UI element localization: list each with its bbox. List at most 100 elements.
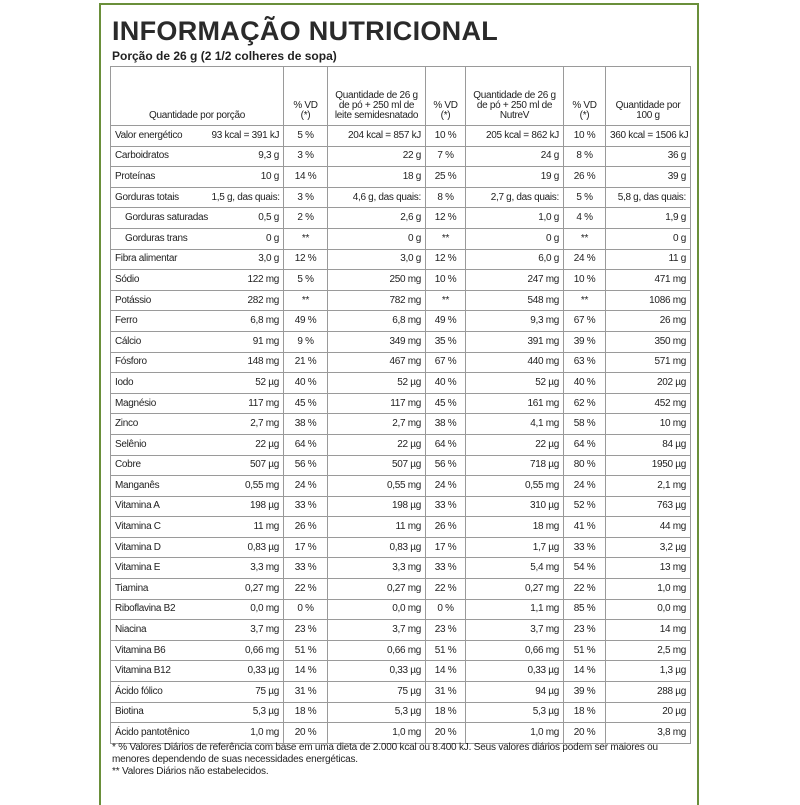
table-row: Vitamina C 11 mg 26 % 11 mg 26 % 18 mg 41 % 44 … xyxy=(110,516,691,538)
daily-value: 12 % xyxy=(425,207,466,229)
nutrient-name: Valor energético xyxy=(110,125,208,147)
table-row: Ferro 6,8 mg 49 % 6,8 mg 49 % 9,3 mg 67 % 26 mg xyxy=(110,310,691,332)
daily-value: 20 % xyxy=(563,722,606,744)
header-cell: % VD (*) xyxy=(563,66,606,126)
daily-value: 25 % xyxy=(425,166,466,188)
amount: 24 g xyxy=(465,145,564,168)
amount: 10 g xyxy=(207,166,284,188)
header-cell: % VD (*) xyxy=(283,66,328,126)
daily-value: 4 % xyxy=(563,207,606,229)
nutrient-name: Tiamina xyxy=(110,578,208,600)
amount: 1950 µg xyxy=(605,454,691,477)
nutrient-name: Biotina xyxy=(110,701,208,724)
amount: 288 µg xyxy=(605,681,691,703)
daily-value: 31 % xyxy=(283,681,328,703)
daily-value: 24 % xyxy=(283,475,328,497)
amount: 6,8 mg xyxy=(207,310,284,332)
amount: 1,7 µg xyxy=(465,536,564,559)
amount: 507 µg xyxy=(327,454,426,477)
amount: 5,3 µg xyxy=(207,701,284,724)
daily-value: 54 % xyxy=(563,557,606,580)
amount: 0,55 mg xyxy=(465,475,564,497)
amount: 5,4 mg xyxy=(465,557,564,580)
amount: 1,1 mg xyxy=(465,598,564,621)
daily-value: 22 % xyxy=(283,578,328,600)
table-row: Potássio 282 mg ** 782 mg ** 548 mg ** 1086 mg xyxy=(110,289,691,312)
amount: 1,0 mg xyxy=(327,722,426,744)
amount: 0,83 µg xyxy=(207,536,284,559)
amount: 18 g xyxy=(327,166,426,188)
amount: 6,8 mg xyxy=(327,310,426,332)
amount: 52 µg xyxy=(207,372,284,394)
amount: 52 µg xyxy=(327,372,426,394)
daily-value: 2 % xyxy=(283,207,328,229)
amount: 1,9 g xyxy=(605,207,691,229)
table-row: Iodo 52 µg 40 % 52 µg 40 % 52 µg 40 % 202 µg xyxy=(110,372,691,394)
amount: 0,33 µg xyxy=(465,660,564,683)
amount: 75 µg xyxy=(207,681,284,703)
daily-value: 40 % xyxy=(425,372,466,394)
daily-value: 64 % xyxy=(425,433,466,456)
table-row: Gorduras totais 1,5 g, das quais: 3 % 4,6 g… xyxy=(110,186,691,209)
nutrient-name: Ácido fólico xyxy=(110,681,208,703)
amount: 52 µg xyxy=(465,372,564,394)
daily-value: 64 % xyxy=(283,433,328,456)
nutrient-name: Gorduras totais xyxy=(110,186,208,209)
daily-value: 14 % xyxy=(563,660,606,683)
daily-value: ** xyxy=(563,289,606,312)
nutrient-name: Manganês xyxy=(110,475,208,497)
amount: 2,6 g xyxy=(327,207,426,229)
amount: 122 mg xyxy=(207,269,284,291)
amount: 84 µg xyxy=(605,433,691,456)
subtitle: Porção de 26 g (2 1/2 colheres de sopa) xyxy=(112,49,337,63)
table-row: Fósforo 148 mg 21 % 467 mg 67 % 440 mg 63 % 571… xyxy=(110,351,691,374)
amount: 44 mg xyxy=(605,516,691,538)
header-cell: Quantidade por 100 g xyxy=(605,66,691,126)
amount: 718 µg xyxy=(465,454,564,477)
nutrient-name: Selênio xyxy=(110,433,208,456)
daily-value: 21 % xyxy=(283,351,328,374)
footnote: * % Valores Diários de referência com ba… xyxy=(112,742,658,765)
amount: 763 µg xyxy=(605,495,691,518)
daily-value: 80 % xyxy=(563,454,606,477)
amount: 2,7 mg xyxy=(327,413,426,435)
header-cell: Quantidade de 26 g de pó + 250 ml de Nut… xyxy=(465,66,564,126)
amount: 349 mg xyxy=(327,330,426,353)
daily-value: 49 % xyxy=(425,310,466,332)
daily-value: 45 % xyxy=(425,392,466,415)
daily-value: ** xyxy=(425,289,466,312)
daily-value: 3 % xyxy=(283,186,328,209)
amount: 0,27 mg xyxy=(465,578,564,600)
header-cell: Quantidade por porção xyxy=(110,66,284,126)
daily-value: 33 % xyxy=(425,557,466,580)
header-cell: Quantidade de 26 g de pó + 250 ml de lei… xyxy=(327,66,426,126)
daily-value: 24 % xyxy=(563,248,606,271)
daily-value: 56 % xyxy=(283,454,328,477)
amount: 0,0 mg xyxy=(207,598,284,621)
amount: 3,7 mg xyxy=(327,619,426,641)
footnotes: * % Valores Diários de referência com ba… xyxy=(112,742,692,778)
amount: 2,1 mg xyxy=(605,475,691,497)
amount: 93 kcal = 391 kJ xyxy=(207,125,284,147)
amount: 3,8 mg xyxy=(605,722,691,744)
amount: 36 g xyxy=(605,145,691,168)
nutrient-name: Vitamina A xyxy=(110,495,208,518)
amount: 548 mg xyxy=(465,289,564,312)
nutrient-name: Vitamina E xyxy=(110,557,208,580)
daily-value: ** xyxy=(425,227,466,250)
footnote: ** Valores Diários não estabelecidos. xyxy=(112,766,269,777)
daily-value: 52 % xyxy=(563,495,606,518)
nutrient-name: Zinco xyxy=(110,413,208,435)
nutrition-table: Quantidade por porção% VD (*) Quantidade … xyxy=(110,66,691,744)
amount: 2,7 g, das quais: xyxy=(465,186,564,209)
daily-value: 20 % xyxy=(283,722,328,744)
daily-value: 9 % xyxy=(283,330,328,353)
amount: 198 µg xyxy=(327,495,426,518)
daily-value: 14 % xyxy=(283,166,328,188)
amount: 5,8 g, das quais: xyxy=(605,186,691,209)
table-row: Zinco 2,7 mg 38 % 2,7 mg 38 % 4,1 mg 58 % 10 mg xyxy=(110,413,691,435)
daily-value: 35 % xyxy=(425,330,466,353)
amount: 0 g xyxy=(207,227,284,250)
amount: 1,0 mg xyxy=(465,722,564,744)
